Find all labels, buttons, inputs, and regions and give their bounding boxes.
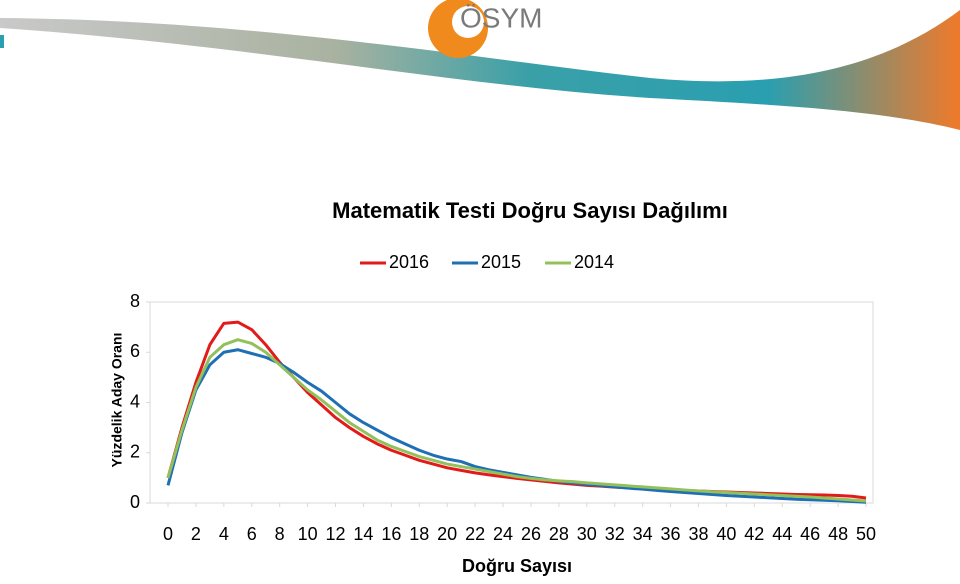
chart-title: Matematik Testi Doğru Sayısı Dağılımı	[332, 198, 728, 223]
y-axis-label: Yüzdelik Aday Oranı	[109, 333, 125, 468]
x-tick-label: 16	[381, 524, 401, 544]
y-tick-label: 8	[130, 291, 140, 311]
x-tick-label: 46	[800, 524, 820, 544]
x-tick-label: 28	[549, 524, 569, 544]
y-tick-label: 0	[130, 492, 140, 512]
series-line	[166, 348, 867, 504]
x-tick-label: 10	[298, 524, 318, 544]
x-tick-label: 36	[661, 524, 681, 544]
y-tick-label: 4	[130, 391, 140, 411]
x-tick-label: 40	[716, 524, 736, 544]
x-tick-label: 34	[633, 524, 653, 544]
x-tick-label: 38	[688, 524, 708, 544]
x-tick-label: 32	[605, 524, 625, 544]
x-tick-label: 2	[191, 524, 201, 544]
series-line	[166, 338, 867, 503]
x-tick-label: 44	[772, 524, 792, 544]
x-tick-label: 6	[247, 524, 257, 544]
x-tick-label: 4	[219, 524, 229, 544]
x-tick-label: 0	[163, 524, 173, 544]
x-tick-label: 30	[577, 524, 597, 544]
x-tick-label: 24	[493, 524, 513, 544]
x-tick-label: 50	[856, 524, 876, 544]
x-tick-label: 18	[409, 524, 429, 544]
legend-label: 2014	[574, 252, 614, 272]
x-tick-label: 14	[353, 524, 373, 544]
x-tick-label: 26	[521, 524, 541, 544]
legend-label: 2016	[389, 252, 429, 272]
series-line	[166, 320, 867, 500]
x-tick-label: 20	[437, 524, 457, 544]
y-tick-label: 6	[130, 341, 140, 361]
x-tick-label: 48	[828, 524, 848, 544]
logo-inner	[452, 6, 484, 38]
y-tick-label: 2	[130, 442, 140, 462]
header-edge	[0, 35, 4, 48]
logo-text: ÖSYM	[460, 2, 542, 33]
x-tick-label: 12	[326, 524, 346, 544]
x-tick-label: 8	[275, 524, 285, 544]
x-tick-label: 42	[744, 524, 764, 544]
x-axis-label: Doğru Sayısı	[462, 556, 572, 576]
x-tick-label: 22	[465, 524, 485, 544]
legend-label: 2015	[481, 252, 521, 272]
header-swoosh	[0, 10, 960, 130]
